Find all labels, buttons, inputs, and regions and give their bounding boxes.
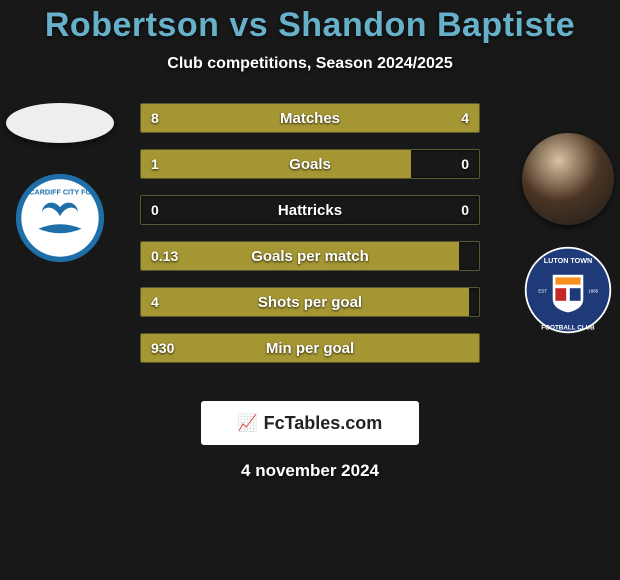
svg-text:EST: EST [538, 289, 547, 294]
stat-value-right: 4 [461, 104, 469, 132]
stat-row: Goals1 0 [140, 149, 480, 179]
player-left-club-badge: CARDIFF CITY FC [15, 173, 105, 263]
stat-row: Min per goal930 [140, 333, 480, 363]
stat-value-left: 0.13 [151, 242, 178, 270]
stat-label: Min per goal [141, 334, 479, 362]
stat-label: Matches [141, 104, 479, 132]
player-right-avatar [522, 133, 614, 225]
player-right-club-badge: LUTON TOWN FOOTBALL CLUB EST 1885 [523, 245, 613, 335]
svg-text:CARDIFF CITY FC: CARDIFF CITY FC [29, 188, 90, 197]
stat-row: Hattricks0 0 [140, 195, 480, 225]
stat-value-left: 4 [151, 288, 159, 316]
page-subtitle: Club competitions, Season 2024/2025 [0, 55, 620, 73]
footer-site-badge: 📈 FcTables.com [201, 401, 419, 445]
stat-bars: Matches84Goals10Hattricks00Goals per mat… [140, 103, 480, 379]
stat-value-left: 930 [151, 334, 174, 362]
chart-icon: 📈 [238, 413, 258, 433]
stat-value-left: 0 [151, 196, 159, 224]
stat-row: Goals per match0.13 [140, 241, 480, 271]
footer-site-label: FcTables.com [264, 413, 383, 434]
stat-value-right: 0 [461, 196, 469, 224]
page-title: Robertson vs Shandon Baptiste [0, 6, 620, 45]
svg-text:LUTON TOWN: LUTON TOWN [544, 256, 592, 265]
player-left-block: CARDIFF CITY FC [6, 103, 114, 263]
comparison-panel: CARDIFF CITY FC LUTON TOWN FOOTBALL CLUB… [0, 103, 620, 383]
stat-row: Shots per goal4 [140, 287, 480, 317]
stat-label: Hattricks [141, 196, 479, 224]
stat-label: Goals [141, 150, 479, 178]
stat-value-left: 1 [151, 150, 159, 178]
stat-label: Goals per match [141, 242, 479, 270]
page-date: 4 november 2024 [0, 461, 620, 481]
svg-text:FOOTBALL CLUB: FOOTBALL CLUB [541, 325, 595, 332]
stat-value-right: 0 [461, 150, 469, 178]
player-right-block: LUTON TOWN FOOTBALL CLUB EST 1885 [522, 133, 614, 335]
stat-row: Matches8 4 [140, 103, 480, 133]
svg-text:1885: 1885 [588, 289, 599, 294]
stat-value-left: 8 [151, 104, 159, 132]
stat-label: Shots per goal [141, 288, 479, 316]
player-left-avatar [6, 103, 114, 143]
